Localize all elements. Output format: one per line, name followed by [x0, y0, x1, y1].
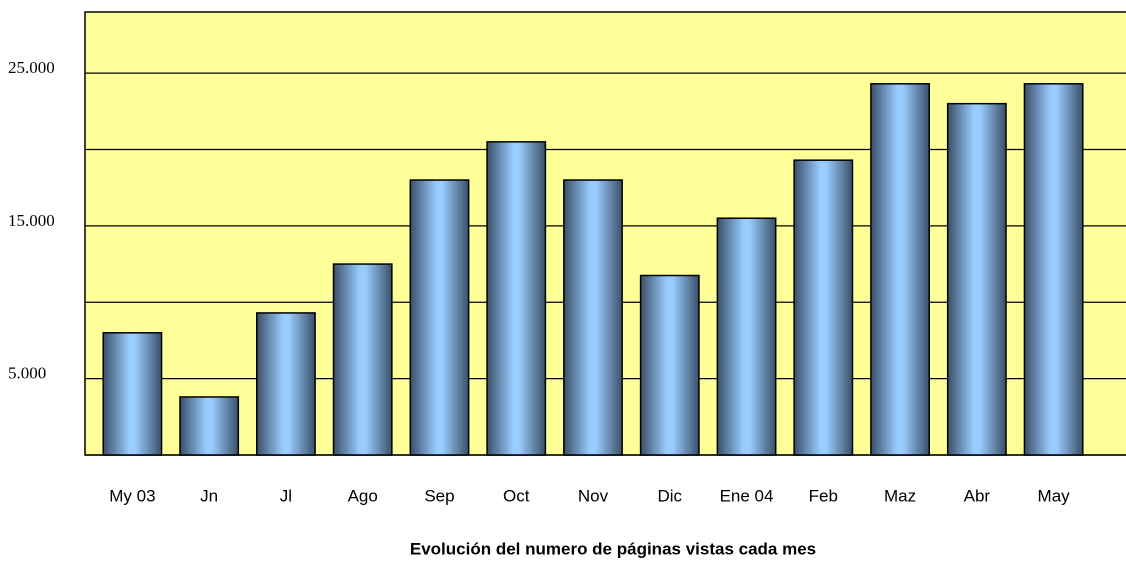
x-tick-label: Ene 04 [720, 486, 774, 505]
bar [1023, 83, 1084, 456]
x-tick-label: Feb [809, 486, 838, 505]
bar [102, 332, 163, 456]
x-tick-label: Jn [200, 486, 218, 505]
x-tick-label: Oct [503, 486, 530, 505]
y-tick-label: 15.000 [8, 211, 55, 230]
x-tick-label: My 03 [109, 486, 155, 505]
bar [332, 263, 393, 456]
x-tick-label: May [1038, 486, 1071, 505]
x-tick-label: Nov [578, 486, 609, 505]
x-tick-label: Jl [280, 486, 292, 505]
y-tick-label: 5.000 [8, 364, 46, 383]
bar [946, 102, 1007, 456]
bar [716, 217, 777, 456]
bar [639, 274, 700, 456]
bar [563, 179, 623, 456]
x-tick-label: Dic [657, 486, 682, 505]
bar [870, 83, 930, 456]
chart-title: Evolución del numero de páginas vistas c… [410, 539, 816, 558]
x-tick-label: Abr [964, 486, 991, 505]
y-tick-label: 25.000 [8, 58, 55, 77]
x-tick-label: Sep [424, 486, 454, 505]
bar [256, 312, 316, 456]
bar [179, 396, 240, 456]
bar [486, 141, 547, 456]
x-tick-label: Maz [884, 486, 916, 505]
x-tick-label: Ago [348, 486, 378, 505]
bar [409, 179, 470, 456]
bar [793, 159, 854, 456]
